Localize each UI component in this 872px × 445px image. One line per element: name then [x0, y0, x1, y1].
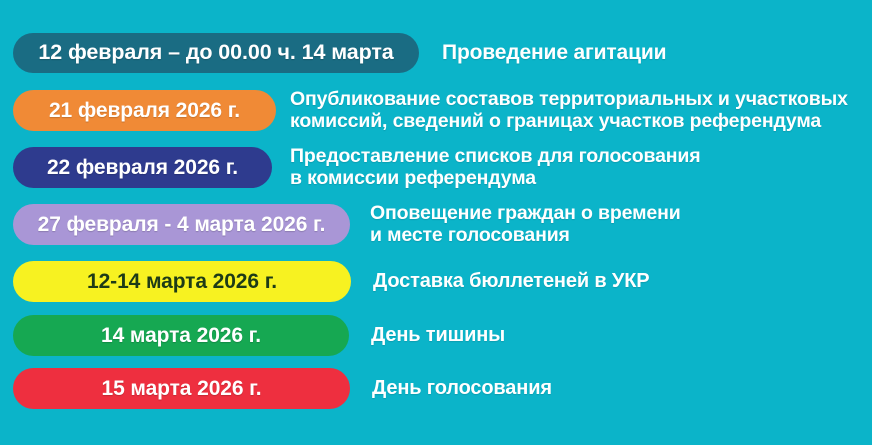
date-badge-label: 22 февраля 2026 г.: [46, 155, 239, 179]
date-badge: 14 марта 2026 г.: [13, 314, 349, 356]
timeline-row: 12-14 марта 2026 г. Доставка бюллетеней …: [0, 260, 872, 302]
date-badge: 12 февраля – до 00.00 ч. 14 марта: [13, 33, 419, 73]
event-description: Оповещение граждан о времени и месте гол…: [370, 201, 681, 246]
date-badge-label: 15 марта 2026 г.: [101, 376, 262, 400]
date-badge-label: 21 февраля 2026 г.: [48, 98, 241, 122]
timeline-row: 15 марта 2026 г. День голосования: [0, 367, 872, 409]
date-badge-label: 14 марта 2026 г.: [101, 323, 261, 347]
date-badge: 15 марта 2026 г.: [13, 367, 350, 409]
date-badge: 22 февраля 2026 г.: [13, 146, 272, 188]
date-badge: 21 февраля 2026 г.: [13, 89, 276, 131]
timeline-row: 27 февраля - 4 марта 2026 г. Оповещение …: [0, 201, 872, 246]
event-description: День тишины: [371, 323, 506, 346]
timeline-row: 22 февраля 2026 г. Предоставление списко…: [0, 144, 872, 189]
timeline-row: 21 февраля 2026 г. Опубликование составо…: [0, 87, 872, 132]
event-description: Опубликование составов территориальных и…: [290, 87, 848, 132]
event-description: День голосования: [372, 376, 552, 399]
event-description: Проведение агитации: [442, 41, 667, 65]
timeline-row: 14 марта 2026 г. День тишины: [0, 314, 872, 356]
event-description: Предоставление списков для голосования в…: [290, 144, 701, 189]
timeline-row: 12 февраля – до 00.00 ч. 14 марта Провед…: [0, 33, 872, 73]
date-badge-label: 12-14 марта 2026 г.: [87, 269, 277, 293]
date-badge-label: 27 февраля - 4 марта 2026 г.: [37, 212, 326, 236]
date-badge: 27 февраля - 4 марта 2026 г.: [13, 203, 350, 245]
date-badge-label: 12 февраля – до 00.00 ч. 14 марта: [38, 40, 394, 65]
event-description: Доставка бюллетеней в УКР: [373, 269, 650, 292]
date-badge: 12-14 марта 2026 г.: [13, 260, 351, 302]
